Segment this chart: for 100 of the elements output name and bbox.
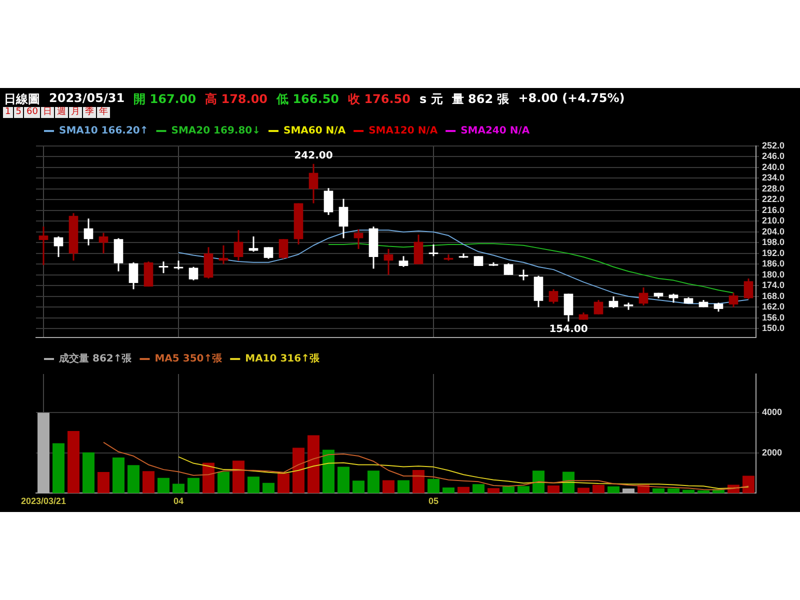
text: 5 (14, 107, 24, 118)
candlestick (474, 255, 484, 267)
candlestick (308, 163, 318, 204)
x-tick-label: 2023/03/21 (20, 496, 66, 506)
legend-label: SMA20 169.80↓ (171, 126, 261, 137)
y-tick-label: 204.0 (762, 226, 785, 236)
legend-label: SMA10 166.20↑ (59, 126, 148, 137)
candlestick (504, 262, 514, 276)
annotation: 242.00 (294, 150, 333, 162)
bar (308, 435, 320, 494)
bar (172, 484, 184, 494)
candlestick (518, 268, 528, 282)
text: 低 166.50 (276, 91, 340, 108)
y-tick-label: 2000 (762, 447, 782, 458)
bar (442, 488, 454, 494)
text: 年 (96, 107, 110, 118)
bar (112, 457, 124, 494)
candlestick (218, 244, 228, 265)
candlestick (338, 198, 348, 239)
text: 量 862 張 (452, 91, 510, 108)
candlestick (548, 288, 558, 304)
x-tick-label: 05 (428, 496, 439, 506)
text: +8.00 (+4.75%) (518, 91, 625, 107)
legend-label: SMA60 N/A (284, 126, 346, 137)
text: 週 (54, 107, 68, 118)
legend-label: SMA120 N/A (368, 126, 438, 137)
text: 季 (82, 107, 96, 118)
bar (578, 488, 590, 494)
candlestick (744, 278, 754, 300)
candlestick (608, 296, 618, 309)
candlestick (54, 236, 64, 258)
candlestick (398, 255, 408, 268)
bar (608, 486, 620, 494)
bar (218, 472, 230, 494)
bar (352, 480, 364, 494)
bar (368, 470, 380, 494)
candlestick (414, 234, 424, 265)
text: 月 (68, 107, 82, 118)
y-tick-label: 234.0 (762, 172, 785, 183)
bar (428, 478, 440, 494)
bar (532, 470, 544, 494)
y-tick-label: 168.0 (762, 290, 785, 301)
candlestick (248, 236, 258, 252)
y-tick-label: 222.0 (762, 194, 785, 204)
y-tick-label: 174.0 (762, 280, 785, 290)
bar (188, 478, 200, 494)
bar (548, 486, 560, 494)
bar (652, 488, 664, 494)
bar (398, 480, 410, 494)
bar (232, 460, 244, 494)
bar (278, 473, 290, 494)
y-tick-label: 192.0 (762, 248, 785, 258)
text: 高 178.00 (205, 91, 268, 108)
y-tick-label: 240.0 (762, 162, 785, 172)
text: 開 167.00 (134, 91, 196, 108)
y-tick-label: 150.0 (762, 323, 785, 334)
annotation: 154.00 (549, 324, 588, 336)
bar (472, 484, 484, 494)
candlestick (354, 228, 364, 250)
text: 2023/05/31 (49, 91, 125, 106)
candlestick (428, 244, 438, 257)
y-tick-label: 228.0 (762, 183, 785, 194)
candlestick (638, 286, 648, 306)
x-tick-label: 04 (173, 496, 184, 506)
bar (82, 452, 94, 494)
bar (592, 484, 604, 494)
bar (158, 478, 170, 494)
legend-label: MA10 316↑張 (245, 352, 320, 365)
text: 收 176.50 (348, 91, 410, 108)
bar (458, 486, 470, 494)
text: 1 (3, 107, 13, 118)
bar (262, 482, 274, 494)
y-tick-label: 180.0 (762, 269, 785, 280)
candlestick (278, 238, 288, 260)
bar (382, 480, 394, 494)
y-tick-label: 156.0 (762, 312, 785, 322)
y-tick-label: 210.0 (762, 216, 785, 226)
candlestick (188, 266, 198, 282)
legend-label: MA5 350↑張 (154, 352, 224, 365)
text: 日線圖 (4, 91, 40, 107)
bar (412, 470, 424, 494)
bar (742, 476, 754, 494)
bar (292, 448, 304, 494)
text: 日 (40, 107, 54, 118)
bar (488, 488, 500, 494)
bar (322, 450, 334, 494)
bar (98, 472, 110, 494)
bar (248, 476, 260, 494)
bar (668, 488, 680, 494)
candlestick (264, 246, 274, 260)
y-tick-label: 252.0 (762, 140, 785, 150)
y-tick-label: 186.0 (762, 258, 785, 269)
bar (338, 466, 350, 494)
text: 60 (24, 107, 40, 118)
y-tick-label: 162.0 (762, 302, 785, 312)
bar (502, 486, 514, 494)
text: s 元 (420, 91, 443, 108)
bar (142, 471, 154, 494)
y-tick-label: 246.0 (762, 151, 785, 162)
candlestick (594, 299, 604, 316)
